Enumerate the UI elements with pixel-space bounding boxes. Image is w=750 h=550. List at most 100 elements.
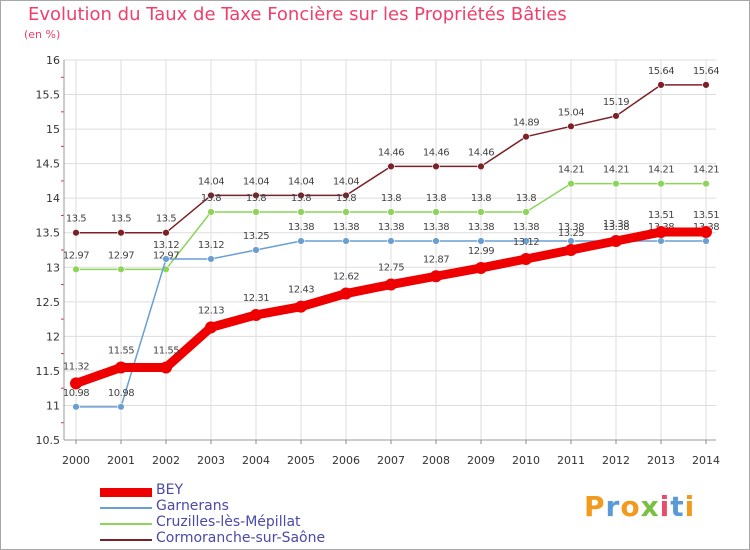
x-tick-label: 2010 [512,454,540,467]
point-garnerans [702,237,710,245]
point-bey [520,252,532,265]
point-garnerans [297,237,305,245]
data-label-cormoranche-sur-saone: 14.04 [243,176,269,187]
y-tick-label: 13.5 [36,227,61,240]
data-label-cormoranche-sur-saone: 14.89 [513,118,539,129]
point-garnerans [72,403,80,411]
point-cormoranche-sur-saone [477,162,485,171]
x-tick-label: 2000 [62,454,90,467]
data-label-cormoranche-sur-saone: 15.04 [558,107,584,118]
point-cormoranche-sur-saone [252,191,260,200]
point-bey [475,261,487,274]
y-tick-label: 12 [46,330,60,343]
x-tick-label: 2007 [377,454,405,467]
y-tick-label: 11.5 [36,365,61,378]
point-cormoranche-sur-saone [702,81,710,89]
data-label-garnerans: 13.12 [153,240,179,251]
data-label-bey: 13.51 [693,210,719,221]
data-label-cormoranche-sur-saone: 14.04 [198,176,224,187]
point-bey [430,270,442,283]
data-label-cormoranche-sur-saone: 14.46 [423,147,449,158]
point-cormoranche-sur-saone [522,132,530,141]
data-label-cruzilles-les-mepillat: 14.21 [558,165,584,176]
data-label-garnerans: 13.12 [198,240,224,251]
data-label-cormoranche-sur-saone: 13.5 [111,214,131,225]
data-label-cruzilles-les-mepillat: 14.21 [603,165,629,176]
data-label-bey: 11.32 [63,361,89,372]
point-garnerans [207,255,215,263]
point-cormoranche-sur-saone [567,122,575,131]
point-bey [610,235,622,248]
point-cruzilles-les-mepillat [612,179,620,188]
data-label-cruzilles-les-mepillat: 13.8 [246,193,266,204]
data-label-garnerans: 13.38 [378,222,404,233]
point-cormoranche-sur-saone [117,229,125,237]
x-tick-label: 2003 [197,454,225,467]
point-bey [160,361,172,374]
y-tick-label: 13 [46,261,60,274]
y-tick-label: 14 [46,192,60,205]
x-tick-label: 2011 [557,454,585,467]
point-cormoranche-sur-saone [207,191,215,200]
y-tick-label: 11 [46,399,60,412]
data-label-cruzilles-les-mepillat: 14.21 [648,165,674,176]
legend-label-bey: BEY [156,482,184,498]
point-bey [250,308,262,321]
data-label-bey: 13.12 [513,237,539,248]
x-tick-label: 2002 [152,454,180,467]
point-cormoranche-sur-saone [657,81,665,89]
y-tick-label: 12.5 [36,296,61,309]
data-label-cormoranche-sur-saone: 15.64 [648,66,674,77]
point-cormoranche-sur-saone [612,112,620,120]
chart-title: Evolution du Taux de Taxe Foncière sur l… [28,4,567,25]
point-bey [205,321,217,334]
data-label-garnerans: 13.38 [468,222,494,233]
y-tick-label: 15 [46,123,60,136]
data-label-garnerans: 13.38 [288,222,314,233]
point-cruzilles-les-mepillat [72,265,80,274]
x-tick-label: 2008 [422,454,450,467]
point-cruzilles-les-mepillat [207,208,215,216]
data-label-cruzilles-les-mepillat: 13.8 [471,193,491,204]
point-cormoranche-sur-saone [297,191,305,200]
data-label-bey: 12.31 [243,293,269,304]
legend-swatch-cormoranche [100,539,152,541]
x-tick-label: 2009 [467,454,495,467]
legend-label-garnerans: Garnerans [156,498,229,514]
y-tick-label: 16 [46,54,60,67]
data-label-garnerans: 13.25 [243,231,269,242]
unit-label: (en %) [24,28,61,41]
plot-area [64,60,716,440]
data-label-garnerans: 13.38 [423,222,449,233]
point-cruzilles-les-mepillat [432,208,440,216]
x-tick-label: 2014 [692,454,720,467]
data-label-bey: 12.43 [288,285,314,296]
data-label-cruzilles-les-mepillat: 13.8 [381,193,401,204]
point-garnerans [387,237,395,245]
point-cruzilles-les-mepillat [297,208,305,216]
data-label-cruzilles-les-mepillat: 12.97 [108,250,134,261]
point-cormoranche-sur-saone [342,191,350,200]
point-cormoranche-sur-saone [387,162,395,171]
point-garnerans [117,403,125,411]
y-tick-label: 14.5 [36,158,61,171]
point-garnerans [477,237,485,245]
data-label-garnerans: 13.38 [513,222,539,233]
data-label-cormoranche-sur-saone: 15.19 [603,97,629,108]
point-cruzilles-les-mepillat [567,179,575,188]
point-cruzilles-les-mepillat [342,208,350,216]
point-cruzilles-les-mepillat [657,179,665,188]
data-label-garnerans: 13.38 [603,222,629,233]
legend-swatch-cruzilles [100,523,152,525]
data-label-bey: 12.62 [333,272,359,283]
data-label-cruzilles-les-mepillat: 13.8 [291,193,311,204]
x-tick-label: 2005 [287,454,315,467]
x-tick-label: 2001 [107,454,135,467]
data-label-bey: 12.87 [423,254,449,265]
point-bey [655,226,667,239]
point-cruzilles-les-mepillat [477,208,485,216]
data-label-cormoranche-sur-saone: 14.46 [468,147,494,158]
data-label-cormoranche-sur-saone: 14.04 [333,176,359,187]
point-garnerans [342,237,350,245]
